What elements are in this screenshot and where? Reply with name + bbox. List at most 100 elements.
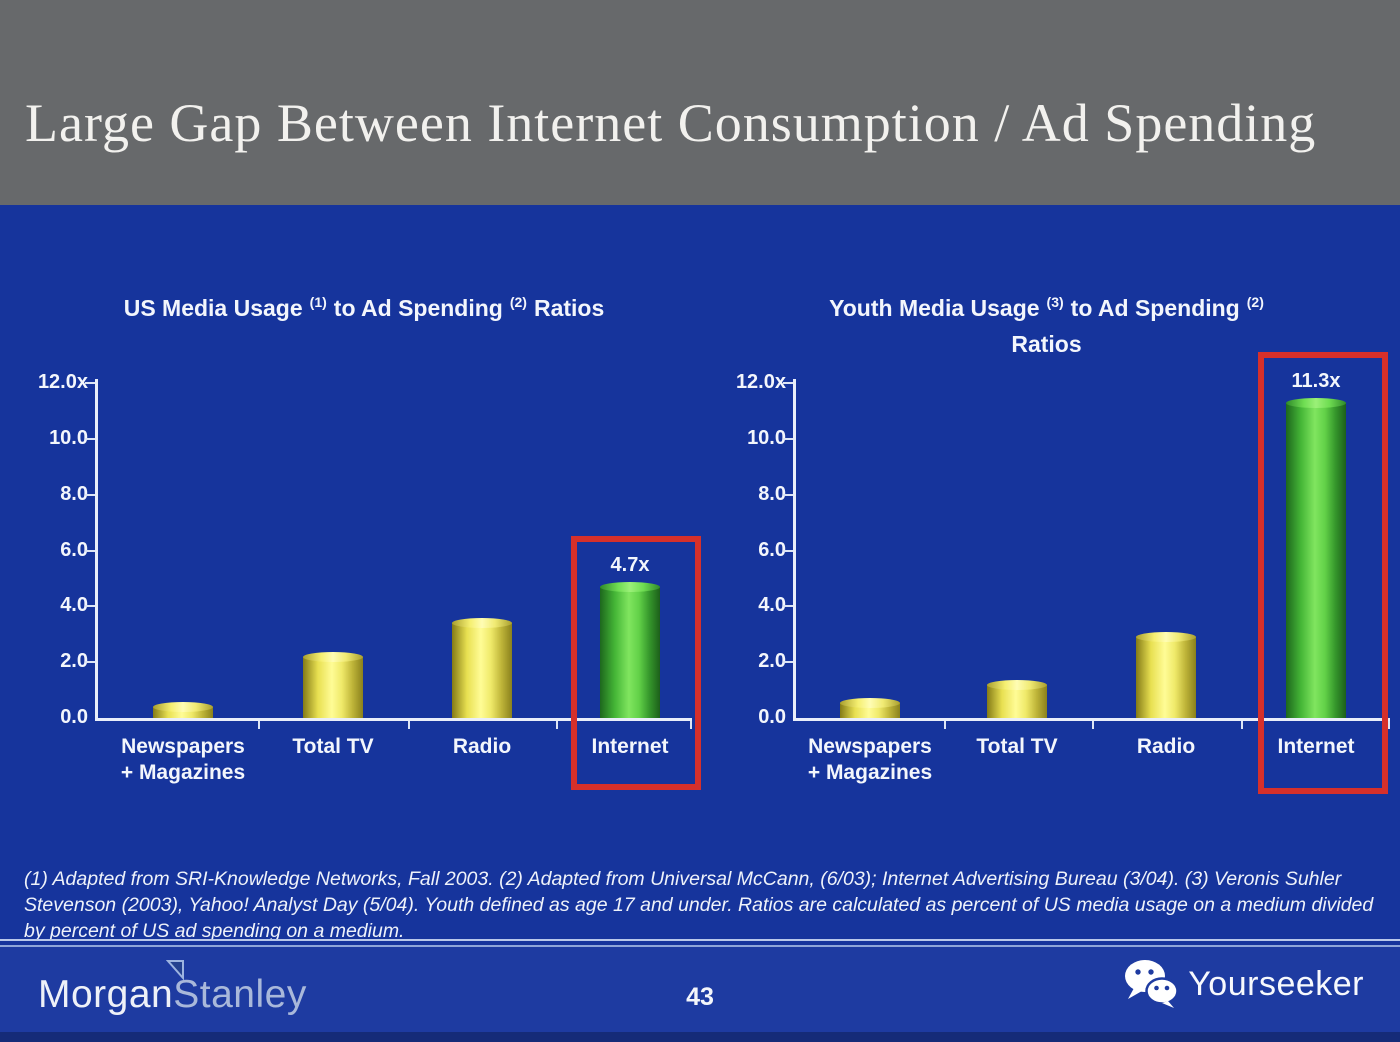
- bar-top-cap: [1286, 397, 1346, 408]
- y-tick-label: 2.0: [758, 650, 786, 673]
- x-category-label: Radio: [1081, 734, 1251, 760]
- yourseeker-watermark: Yourseeker: [1124, 959, 1364, 1009]
- chart-title-line: Youth Media Usage (3) to Ad Spending (2): [755, 292, 1345, 328]
- x-category-label: Newspapers + Magazines: [98, 734, 268, 786]
- wechat-icon: [1125, 960, 1179, 1008]
- x-category-label: Internet: [545, 734, 715, 760]
- y-tick-mark: [85, 382, 95, 384]
- x-category-label-line: + Magazines: [807, 761, 933, 784]
- bar-top-cap: [1136, 632, 1196, 643]
- x-tick-mark: [1091, 721, 1094, 729]
- y-tick-mark: [85, 493, 95, 496]
- y-tick-mark: [85, 605, 95, 608]
- y-axis: [95, 379, 98, 721]
- bar-newspapers-magazines: [153, 701, 213, 718]
- x-category-label-line: Total TV: [292, 735, 374, 758]
- x-tick-mark: [258, 721, 260, 729]
- x-tick-mark: [407, 721, 410, 729]
- bar-internet: [1286, 397, 1346, 718]
- bar-radio: [1136, 632, 1196, 718]
- y-tick-label: 12.0x: [37, 371, 88, 393]
- chart-title-text: Youth Media Usage: [829, 295, 1040, 321]
- watermark-label: Yourseeker: [1188, 964, 1364, 1003]
- x-axis: [95, 718, 692, 721]
- slide-footer: MorganStanley 43 Yourseeker: [0, 947, 1400, 1032]
- y-tick-mark: [85, 549, 95, 552]
- x-tick-mark: [1388, 721, 1390, 729]
- y-tick-label: 10.0: [49, 426, 88, 449]
- bar-value-label: 11.3x: [1291, 369, 1341, 392]
- footer-separator: [0, 939, 1400, 947]
- y-tick-mark: [783, 661, 793, 664]
- y-axis: [793, 379, 796, 721]
- x-tick-mark: [1241, 721, 1243, 729]
- chart-title-superscript: (2): [1246, 294, 1264, 310]
- x-category-label-line: Newspapers: [808, 735, 932, 758]
- chart-title-superscript: (1): [309, 294, 327, 310]
- y-tick-mark: [85, 437, 95, 440]
- y-tick-mark: [783, 437, 793, 440]
- highlight-box-internet: [1258, 352, 1388, 794]
- bar-value-label: 4.7x: [610, 553, 650, 576]
- x-category-label-line: + Magazines: [120, 761, 246, 784]
- y-tick-label: 12.0x: [735, 371, 786, 393]
- y-tick-label: 8.0: [758, 482, 786, 505]
- x-category-label-line: Internet: [591, 735, 669, 758]
- chart-title-line: US Media Usage (1) to Ad Spending (2) Ratios: [60, 292, 675, 328]
- bar-total-tv: [987, 679, 1047, 718]
- x-category-label-line: Newspapers: [121, 735, 245, 758]
- x-category-label-line: Radio: [452, 735, 512, 758]
- morgan-stanley-triangle-icon: [166, 960, 184, 981]
- highlight-box-internet: [571, 536, 701, 790]
- y-tick-mark: [783, 493, 793, 496]
- y-tick-mark: [783, 605, 793, 608]
- y-tick-label: 8.0: [60, 482, 88, 505]
- bar-top-cap: [153, 701, 213, 712]
- x-tick-mark: [690, 721, 692, 729]
- chart-title-superscript: (2): [509, 294, 527, 310]
- bar-top-cap: [303, 651, 363, 662]
- y-tick-label: 0.0: [60, 706, 88, 728]
- bar-internet: [600, 581, 660, 718]
- page-title: Large Gap Between Internet Consumption /…: [25, 93, 1317, 153]
- slide-header: Large Gap Between Internet Consumption /…: [0, 0, 1400, 205]
- bottom-strip: [0, 1032, 1400, 1042]
- x-category-label-line: Total TV: [976, 735, 1058, 758]
- footnote: (1) Adapted from SRI-Knowledge Networks,…: [24, 868, 1374, 942]
- chart-title-line: Ratios: [755, 328, 1345, 361]
- page-number: 43: [686, 983, 714, 1011]
- x-axis: [793, 718, 1390, 721]
- y-tick-label: 10.0: [747, 426, 786, 449]
- chart-title: US Media Usage (1) to Ad Spending (2) Ratios: [60, 292, 675, 328]
- y-tick-mark: [85, 661, 95, 664]
- bar-radio: [452, 618, 512, 718]
- y-tick-label: 0.0: [758, 706, 786, 728]
- x-category-label-line: Radio: [1136, 735, 1196, 758]
- bar-total-tv: [303, 651, 363, 718]
- chart-title: Youth Media Usage (3) to Ad Spending (2) Rat…: [755, 292, 1345, 361]
- chart-title-text: to Ad Spending: [1070, 295, 1240, 321]
- x-category-label: Total TV: [932, 734, 1102, 760]
- bar-top-cap: [452, 618, 512, 629]
- chart-title-text: Ratios: [533, 295, 605, 321]
- bar-top-cap: [600, 581, 660, 592]
- y-tick-label: 4.0: [758, 594, 786, 617]
- x-category-label: Internet: [1231, 734, 1400, 760]
- x-category-label: Radio: [397, 734, 567, 760]
- y-tick-label: 2.0: [60, 650, 88, 673]
- bar-top-cap: [840, 697, 900, 708]
- y-tick-label: 6.0: [60, 538, 88, 561]
- brand-word-morgan: Morgan: [38, 973, 174, 1016]
- morgan-stanley-logo: MorganStanley: [38, 960, 307, 1017]
- chart-title-superscript: (3): [1046, 294, 1064, 310]
- bar-newspapers-magazines: [840, 697, 900, 718]
- chart-title-text: to Ad Spending: [333, 295, 503, 321]
- bar-top-cap: [987, 679, 1047, 690]
- chart-title-text: US Media Usage: [123, 295, 303, 321]
- x-category-label: Total TV: [248, 734, 418, 760]
- x-category-label: Newspapers + Magazines: [785, 734, 955, 786]
- y-tick-label: 6.0: [758, 538, 786, 561]
- x-tick-mark: [943, 721, 946, 729]
- chart-title-text: Ratios: [1011, 331, 1082, 357]
